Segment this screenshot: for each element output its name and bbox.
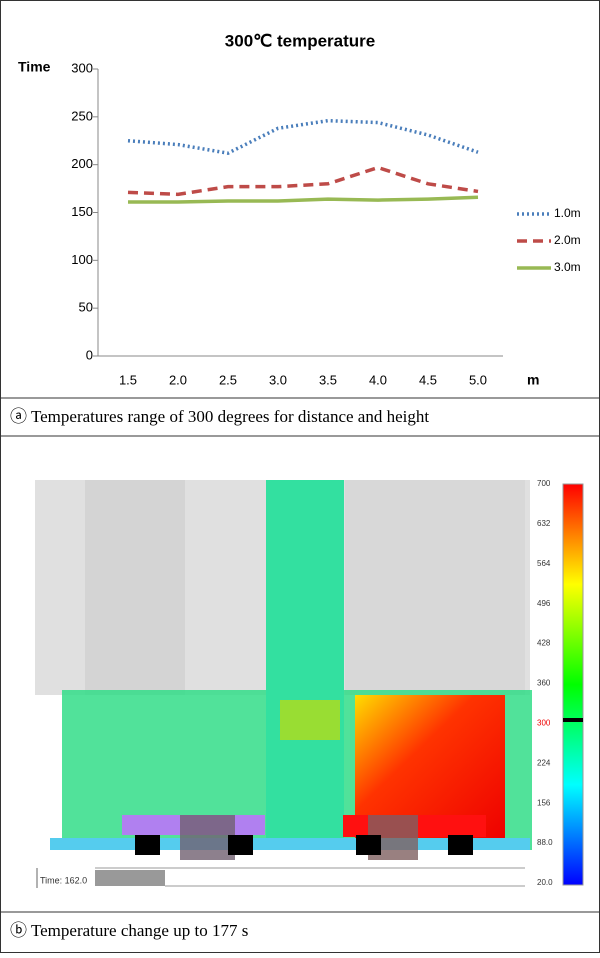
legend-label: 3.0m xyxy=(554,260,581,274)
x-tick-label: 2.0 xyxy=(169,372,187,387)
caption: ⓐ Temperatures range of 300 degrees for … xyxy=(10,407,429,426)
chart-title: 300℃ temperature xyxy=(225,31,375,50)
simulation-image: Time: 162.0 700 632 564 496 428 360 300 224 156 8… xyxy=(35,479,584,888)
y-tick-label: 300 xyxy=(71,60,93,75)
x-tick-label: 5.0 xyxy=(469,372,487,387)
series-line xyxy=(128,195,479,204)
legend-label: 1.0m xyxy=(554,206,581,220)
colorbar-label: 632 xyxy=(537,519,551,528)
y-tick-label: 200 xyxy=(71,156,93,171)
y-tick-label: 150 xyxy=(71,204,93,219)
x-tick-label: 4.5 xyxy=(419,372,437,387)
caption: ⓑ Temperature change up to 177 s xyxy=(10,921,248,940)
colorbar-label: 496 xyxy=(537,599,551,608)
colorbar-label: 88.0 xyxy=(537,838,553,847)
colorbar-label: 360 xyxy=(537,679,551,688)
time-label: Time: 162.0 xyxy=(40,875,87,885)
x-tick-label: 3.0 xyxy=(269,372,287,387)
colorbar-label: 564 xyxy=(537,559,551,568)
y-tick-label: 250 xyxy=(71,108,93,123)
x-axis-label: m xyxy=(527,372,539,388)
colorbar-label: 156 xyxy=(537,798,551,807)
series-line xyxy=(127,118,479,156)
y-axis-label: Time xyxy=(18,59,51,75)
colorbar-label: 300 xyxy=(537,719,551,728)
chart: 300℃ temperature Time m 0 50 100 150 200 250 3… xyxy=(18,31,581,387)
colorbar-label: 20.0 xyxy=(537,878,553,887)
colorbar-label: 700 xyxy=(537,479,551,488)
x-tick-label: 1.5 xyxy=(119,372,137,387)
y-tick-label: 50 xyxy=(79,300,93,315)
x-tick-label: 2.5 xyxy=(219,372,237,387)
colorbar-label: 428 xyxy=(537,639,551,648)
x-tick-label: 4.0 xyxy=(369,372,387,387)
colorbar-label: 224 xyxy=(537,758,551,767)
legend-label: 2.0m xyxy=(554,233,581,247)
y-tick-label: 100 xyxy=(71,252,93,267)
series-line xyxy=(127,165,479,197)
x-tick-label: 3.5 xyxy=(319,372,337,387)
y-tick-label: 0 xyxy=(86,347,93,362)
